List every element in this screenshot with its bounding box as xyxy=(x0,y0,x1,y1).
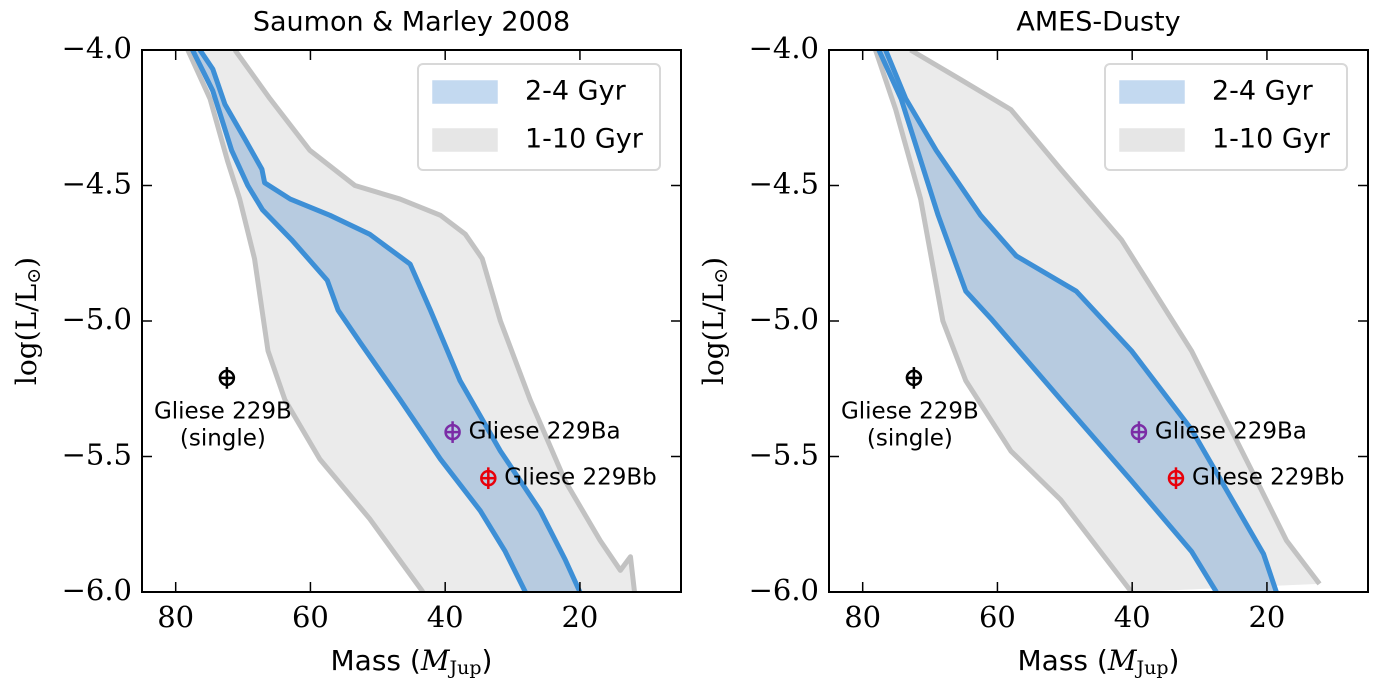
y-tick-label: −6.0 xyxy=(62,573,132,607)
band-edge xyxy=(190,50,528,592)
x-tick-label: 60 xyxy=(979,600,1016,634)
point xyxy=(905,369,923,387)
x-label-part: M xyxy=(420,644,451,677)
point xyxy=(218,369,236,387)
legend-swatch xyxy=(1119,80,1185,104)
band-edge xyxy=(873,50,1134,592)
x-tick-label: 80 xyxy=(157,600,194,634)
y-tick-label: −5.0 xyxy=(749,302,819,336)
legend-label: 1-10 Gyr xyxy=(525,124,644,155)
point-label: Gliese 229Bb xyxy=(504,465,656,491)
x-tick-label: 60 xyxy=(292,600,329,634)
y-tick-label: −4.0 xyxy=(749,31,819,65)
band-edge xyxy=(232,50,637,592)
chart-title: Saumon & Marley 2008 xyxy=(253,7,570,38)
band-edge xyxy=(197,50,583,592)
x-label-part: Jup xyxy=(448,657,482,679)
legend-swatch xyxy=(1119,128,1185,152)
band-edge xyxy=(185,50,425,592)
y-label-part: log(L/L xyxy=(10,284,43,385)
x-label-part: Jup xyxy=(1135,657,1169,679)
legend-label: 2-4 Gyr xyxy=(525,76,627,107)
y-tick-label: −4.5 xyxy=(749,167,819,201)
legend-label: 1-10 Gyr xyxy=(1212,124,1331,155)
x-label-part: Mass ( xyxy=(1018,644,1108,677)
plot-area xyxy=(873,50,1322,592)
plot-area xyxy=(185,50,637,592)
legend-swatch xyxy=(432,80,498,104)
y-axis-label: log(L/L⊙) xyxy=(697,257,733,385)
band-edge xyxy=(876,50,1219,592)
y-label-part: ⊙ xyxy=(710,268,732,284)
point xyxy=(1167,469,1185,487)
x-tick-label: 40 xyxy=(1114,600,1151,634)
point-label: (single) xyxy=(867,425,953,451)
legend-swatch xyxy=(432,128,498,152)
y-label-part: log(L/L xyxy=(697,284,730,385)
y-label-part: ⊙ xyxy=(23,268,45,284)
y-label-part: ) xyxy=(697,257,730,268)
x-label-part: Mass ( xyxy=(331,644,421,677)
x-tick-label: 20 xyxy=(1248,600,1285,634)
point-label: Gliese 229B xyxy=(154,398,292,424)
y-tick-label: −5.5 xyxy=(749,438,819,472)
point xyxy=(1130,423,1148,441)
x-tick-label: 40 xyxy=(427,600,464,634)
band-fill xyxy=(192,50,580,592)
point-label: (single) xyxy=(180,425,266,451)
x-axis-label: Mass (MJup) xyxy=(1018,644,1180,680)
point-label: Gliese 229Bb xyxy=(1192,465,1344,491)
y-tick-label: −5.5 xyxy=(62,438,132,472)
y-label-part: ) xyxy=(10,257,43,268)
y-axis-label: log(L/L⊙) xyxy=(10,257,46,385)
point-label: Gliese 229Ba xyxy=(1155,419,1307,445)
point-label: Gliese 229Ba xyxy=(469,419,621,445)
band-fill xyxy=(878,50,1277,592)
legend-label: 2-4 Gyr xyxy=(1212,76,1314,107)
y-tick-label: −6.0 xyxy=(749,573,819,607)
x-axis-label: Mass (MJup) xyxy=(331,644,493,680)
chart-title: AMES-Dusty xyxy=(1016,7,1180,38)
point xyxy=(444,423,461,441)
point xyxy=(480,469,497,487)
y-tick-label: −4.5 xyxy=(62,167,132,201)
x-tick-label: 20 xyxy=(561,600,598,634)
band-edge xyxy=(883,50,1279,592)
band-edge xyxy=(909,50,1322,586)
x-label-part: M xyxy=(1107,644,1138,677)
point-label: Gliese 229B xyxy=(841,398,979,424)
y-tick-label: −5.0 xyxy=(62,302,132,336)
x-tick-label: 80 xyxy=(844,600,881,634)
x-label-part: ) xyxy=(1169,644,1180,677)
x-label-part: ) xyxy=(482,644,493,677)
y-tick-label: −4.0 xyxy=(62,31,132,65)
